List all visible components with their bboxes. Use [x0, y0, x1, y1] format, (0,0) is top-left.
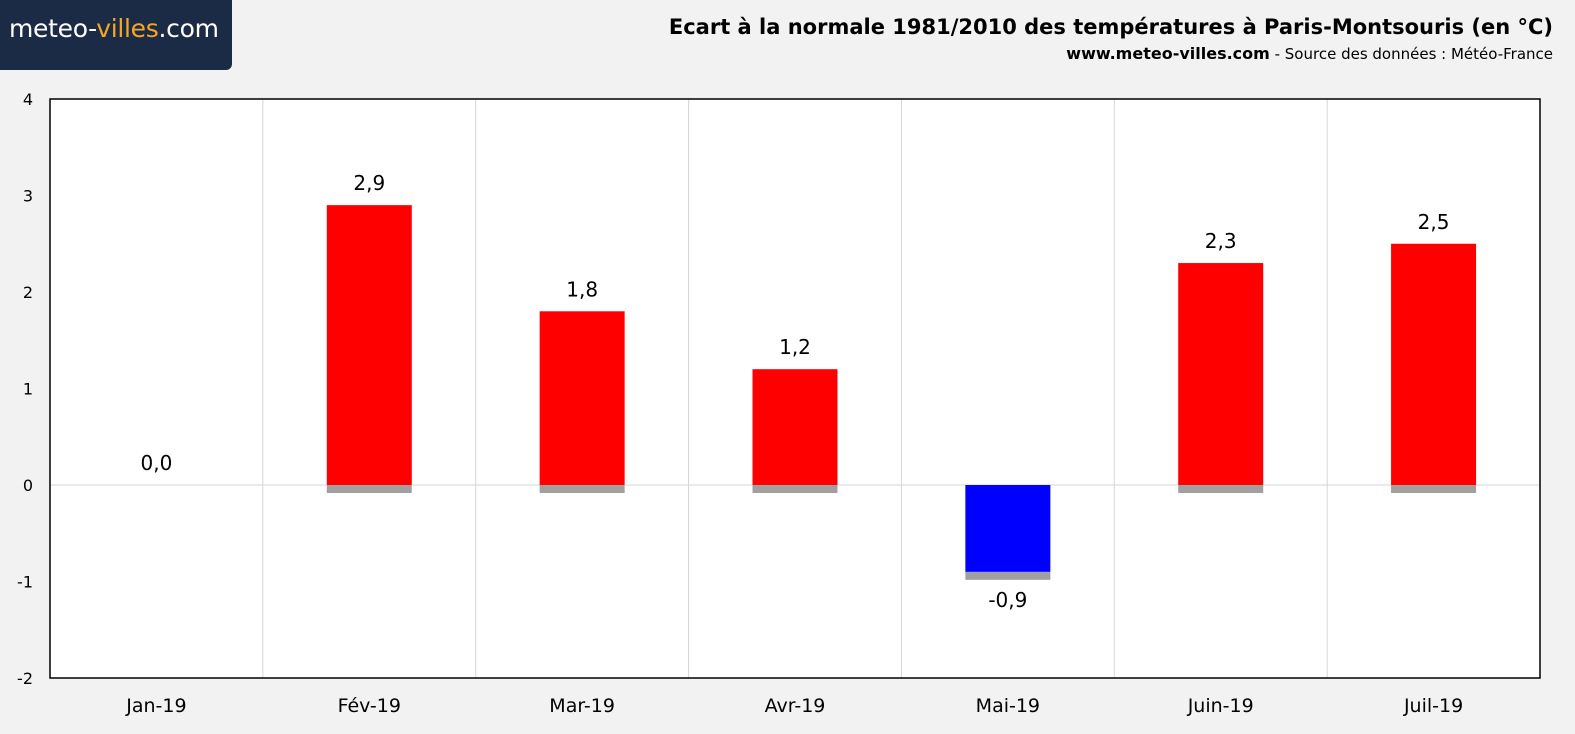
chart-subtitle: www.meteo-villes.com - Source des donnée…: [1066, 44, 1553, 63]
logo-suffix: .com: [158, 14, 219, 43]
bar-Juin-19[interactable]: [1178, 263, 1264, 485]
bar-shadow: [965, 571, 1051, 580]
bar-shadow: [752, 485, 838, 493]
bar-shadow: [1391, 485, 1477, 493]
grid-lines: [50, 99, 1540, 678]
bars: [326, 205, 1477, 580]
plot-border: [49, 98, 1541, 679]
source-text: - Source des données : Météo-France: [1269, 45, 1553, 63]
x-axis-ticks: Jan-19 Fév-19 Mar-19 Avr-19 Mai-19 Juin-19 Jui…: [125, 695, 1463, 717]
bar-Mar-19[interactable]: [539, 311, 625, 485]
y-tick-label: 4: [23, 90, 33, 109]
y-tick-label: 3: [23, 187, 33, 206]
data-label: 1,2: [779, 335, 811, 359]
x-tick-label: Juil-19: [1403, 695, 1463, 717]
bar-Fév-19[interactable]: [326, 205, 412, 485]
y-axis-ticks: -2 -1 0 1 2 3 4: [17, 90, 33, 688]
chart-title: Ecart à la normale 1981/2010 des tempéra…: [668, 15, 1553, 39]
data-labels: 0,0 2,9 1,8 1,2 -0,9 2,3 2,5: [141, 171, 1450, 612]
logo[interactable]: meteo-villes.com: [0, 0, 232, 70]
y-tick-label: 1: [23, 380, 33, 399]
data-label: -0,9: [988, 588, 1027, 612]
bar-Avr-19[interactable]: [752, 369, 838, 485]
data-label: 1,8: [566, 277, 598, 301]
bar-shadow: [326, 485, 412, 493]
x-tick-label: Jan-19: [125, 695, 186, 717]
x-tick-label: Mai-19: [976, 695, 1040, 717]
x-tick-label: Avr-19: [765, 695, 826, 717]
bar-Mai-19[interactable]: [965, 485, 1051, 572]
x-tick-label: Juin-19: [1187, 695, 1254, 717]
data-label: 2,5: [1418, 210, 1450, 234]
logo-accent: villes: [96, 14, 159, 43]
logo-text: meteo-villes.com: [9, 14, 219, 43]
x-tick-label: Mar-19: [549, 695, 615, 717]
bar-shadow: [539, 485, 625, 493]
y-tick-label: 0: [23, 476, 33, 495]
bar-Juil-19[interactable]: [1391, 243, 1477, 485]
x-tick-label: Fév-19: [338, 695, 401, 717]
y-tick-label: 2: [23, 283, 33, 302]
data-label: 0,0: [141, 451, 173, 475]
site-link[interactable]: www.meteo-villes.com: [1066, 44, 1270, 63]
y-tick-label: -2: [17, 669, 33, 688]
bar-shadow: [1178, 485, 1264, 493]
data-label: 2,9: [353, 171, 385, 195]
y-tick-label: -1: [17, 573, 33, 592]
data-label: 2,3: [1205, 229, 1237, 253]
logo-main: meteo-: [9, 14, 97, 43]
